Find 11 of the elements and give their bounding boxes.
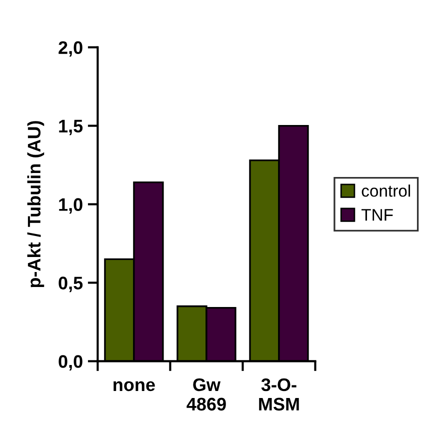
x-tick-label: Gw 4869 (186, 378, 226, 411)
x-tick-label: none (114, 381, 155, 392)
y-tick-label: 0,0 (58, 355, 82, 371)
x-tick-label: 3-O- MSM (259, 378, 299, 411)
legend-label: TNF (361, 209, 393, 221)
y-tick-label: 2,0 (58, 41, 82, 57)
y-tick-label: 1,5 (59, 120, 83, 136)
y-axis-title: p-Akt / Tubulin (AU) (27, 121, 44, 288)
y-tick-label: 0,5 (58, 276, 83, 292)
legend-label: control (362, 184, 410, 197)
y-tick-label: 1,0 (59, 198, 82, 214)
